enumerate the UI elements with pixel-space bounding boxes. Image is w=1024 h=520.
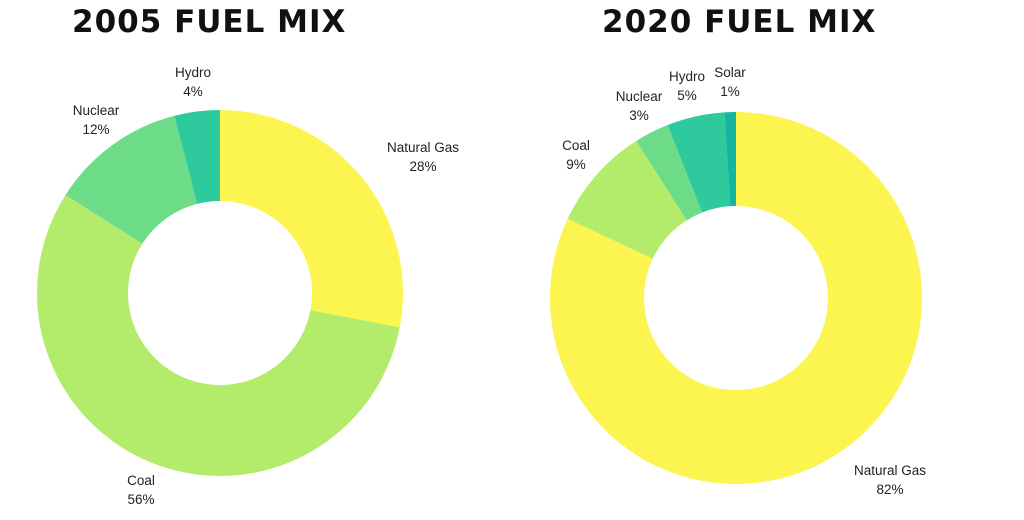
- slice-value-natural-gas: 82%: [876, 482, 903, 497]
- slice-nuclear: [65, 115, 198, 244]
- slice-value-nuclear: 12%: [82, 122, 109, 137]
- slice-solar: [724, 112, 736, 207]
- slice-label-solar: Solar: [714, 65, 746, 80]
- slice-value-solar: 1%: [720, 84, 740, 99]
- slice-hydro: [174, 110, 220, 204]
- slice-value-coal: 9%: [566, 157, 586, 172]
- slice-value-natural-gas: 28%: [409, 159, 436, 174]
- slice-hydro: [667, 112, 731, 213]
- chart-2005-fuel-mix: 2005 FUEL MIX Natural Gas 28% Coal 56% Nucle…: [37, 4, 459, 507]
- slice-natural-gas: [220, 110, 403, 328]
- donut-2005: Natural Gas 28% Coal 56% Nuclear 12% Hydro 4%: [37, 65, 459, 507]
- slice-label-hydro: Hydro: [175, 65, 211, 80]
- slice-value-hydro: 5%: [677, 88, 697, 103]
- slice-natural-gas: [550, 112, 922, 484]
- slice-label-natural-gas: Natural Gas: [387, 140, 459, 155]
- slice-nuclear: [636, 125, 703, 221]
- slice-label-hydro: Hydro: [669, 69, 705, 84]
- slice-label-nuclear: Nuclear: [73, 103, 120, 118]
- chart-title: 2020 FUEL MIX: [602, 4, 877, 40]
- slice-label-nuclear: Nuclear: [616, 89, 663, 104]
- slice-label-coal: Coal: [127, 473, 155, 488]
- slice-value-hydro: 4%: [183, 84, 203, 99]
- slice-coal: [567, 140, 687, 259]
- slice-value-nuclear: 3%: [629, 108, 649, 123]
- slice-coal: [37, 194, 400, 477]
- slice-label-coal: Coal: [562, 138, 590, 153]
- chart-title: 2005 FUEL MIX: [72, 4, 347, 40]
- chart-2020-fuel-mix: 2020 FUEL MIX Natural Gas 82% Coal 9% Nuclea…: [512, 0, 1024, 520]
- slice-value-coal: 56%: [127, 492, 154, 507]
- slice-label-natural-gas: Natural Gas: [854, 463, 926, 478]
- donut-2020: Natural Gas 82% Coal 9% Nuclear 3% Hydro 5% Sola…: [550, 65, 926, 497]
